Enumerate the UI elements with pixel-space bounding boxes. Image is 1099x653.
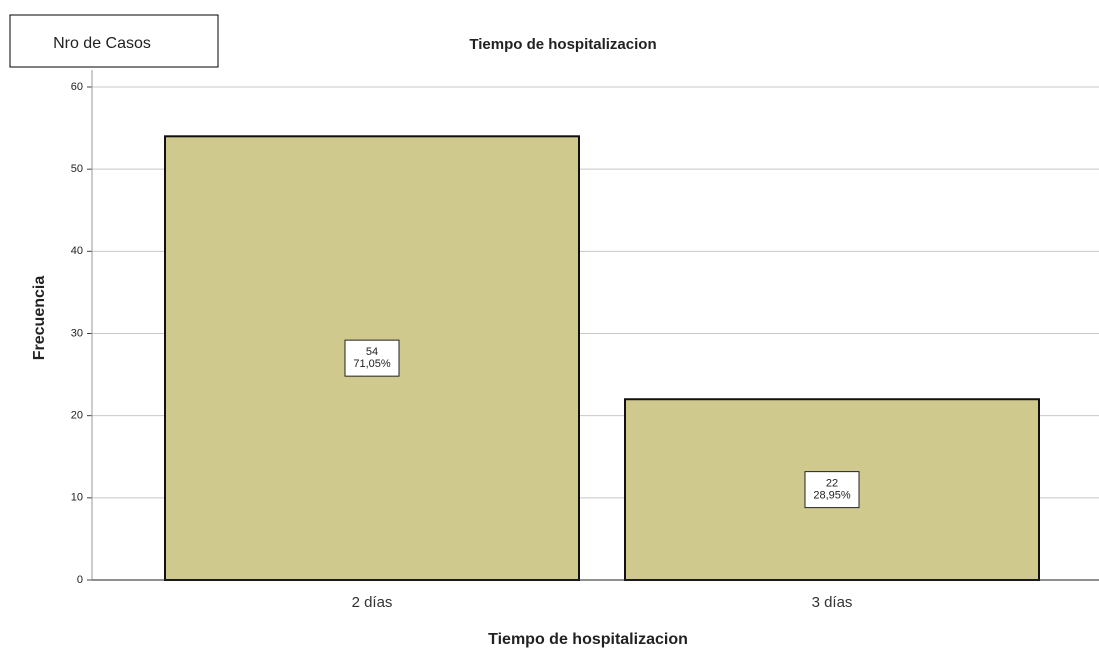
x-axis-title: Tiempo de hospitalizacion	[488, 631, 688, 648]
annotation-box	[9, 14, 219, 68]
data-label: 54	[366, 346, 378, 358]
y-axis-title: Frecuencia	[31, 276, 48, 361]
data-label-box	[344, 339, 400, 377]
y-tick-label: 20	[71, 410, 83, 422]
y-tick-label: 30	[71, 327, 83, 339]
chart-title: Tiempo de hospitalizacion	[469, 36, 656, 53]
x-tick-label: 2 días	[352, 594, 393, 611]
y-tick-label: 10	[71, 492, 83, 504]
percent-label: 71,05%	[353, 358, 391, 370]
percent-label: 28,95%	[813, 490, 851, 502]
x-tick-label: 3 días	[812, 594, 853, 611]
y-tick-label: 50	[71, 163, 83, 175]
annotation: Nro de Casos	[53, 35, 151, 52]
y-tick-label: 0	[77, 574, 83, 586]
y-tick-label: 40	[71, 245, 83, 257]
data-label-box	[804, 471, 860, 509]
y-tick-label: 60	[71, 81, 83, 93]
data-label: 22	[826, 478, 838, 490]
